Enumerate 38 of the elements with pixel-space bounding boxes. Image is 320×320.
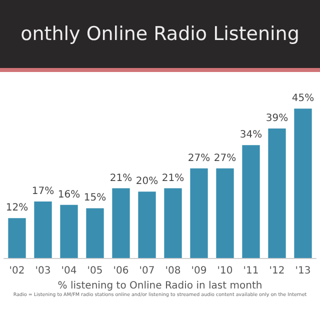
x-axis-title: % listening to Online Radio in last month xyxy=(58,280,262,292)
bar xyxy=(8,218,26,258)
x-tick-label: '10 xyxy=(217,266,233,276)
data-label: 27% xyxy=(188,152,210,164)
bar xyxy=(86,208,104,258)
x-tick-label: '02 xyxy=(9,266,25,276)
data-label: 17% xyxy=(32,186,54,198)
bar xyxy=(164,188,182,258)
bar xyxy=(190,168,208,258)
data-label: 39% xyxy=(266,113,288,124)
x-tick-label: '11 xyxy=(243,266,259,276)
bar xyxy=(34,202,52,258)
bar xyxy=(268,128,286,258)
x-tick-label: '09 xyxy=(191,266,207,276)
bar xyxy=(112,188,130,258)
x-tick-label: '13 xyxy=(295,266,311,276)
x-tick-label: '05 xyxy=(87,266,103,276)
bar xyxy=(60,204,78,258)
bar xyxy=(294,108,312,258)
data-label: 45% xyxy=(292,93,314,104)
x-tick-label: '04 xyxy=(61,266,77,276)
data-label: 12% xyxy=(6,202,28,214)
data-label: 21% xyxy=(162,172,184,184)
bar xyxy=(138,192,156,258)
bar xyxy=(242,145,260,258)
data-label: 27% xyxy=(214,152,236,164)
chart-title: onthly Online Radio Listening xyxy=(0,0,320,72)
x-tick-label: '08 xyxy=(165,266,181,276)
x-tick-label: '03 xyxy=(35,266,51,276)
x-tick-label: '12 xyxy=(269,266,285,276)
x-tick-label: '07 xyxy=(139,266,155,276)
data-label: 21% xyxy=(110,172,132,184)
data-label: 34% xyxy=(240,130,262,141)
data-label: 16% xyxy=(58,189,80,200)
data-label: 20% xyxy=(136,176,158,188)
bar xyxy=(216,168,234,258)
x-tick-label: '06 xyxy=(113,266,129,276)
data-label: 15% xyxy=(84,192,106,204)
